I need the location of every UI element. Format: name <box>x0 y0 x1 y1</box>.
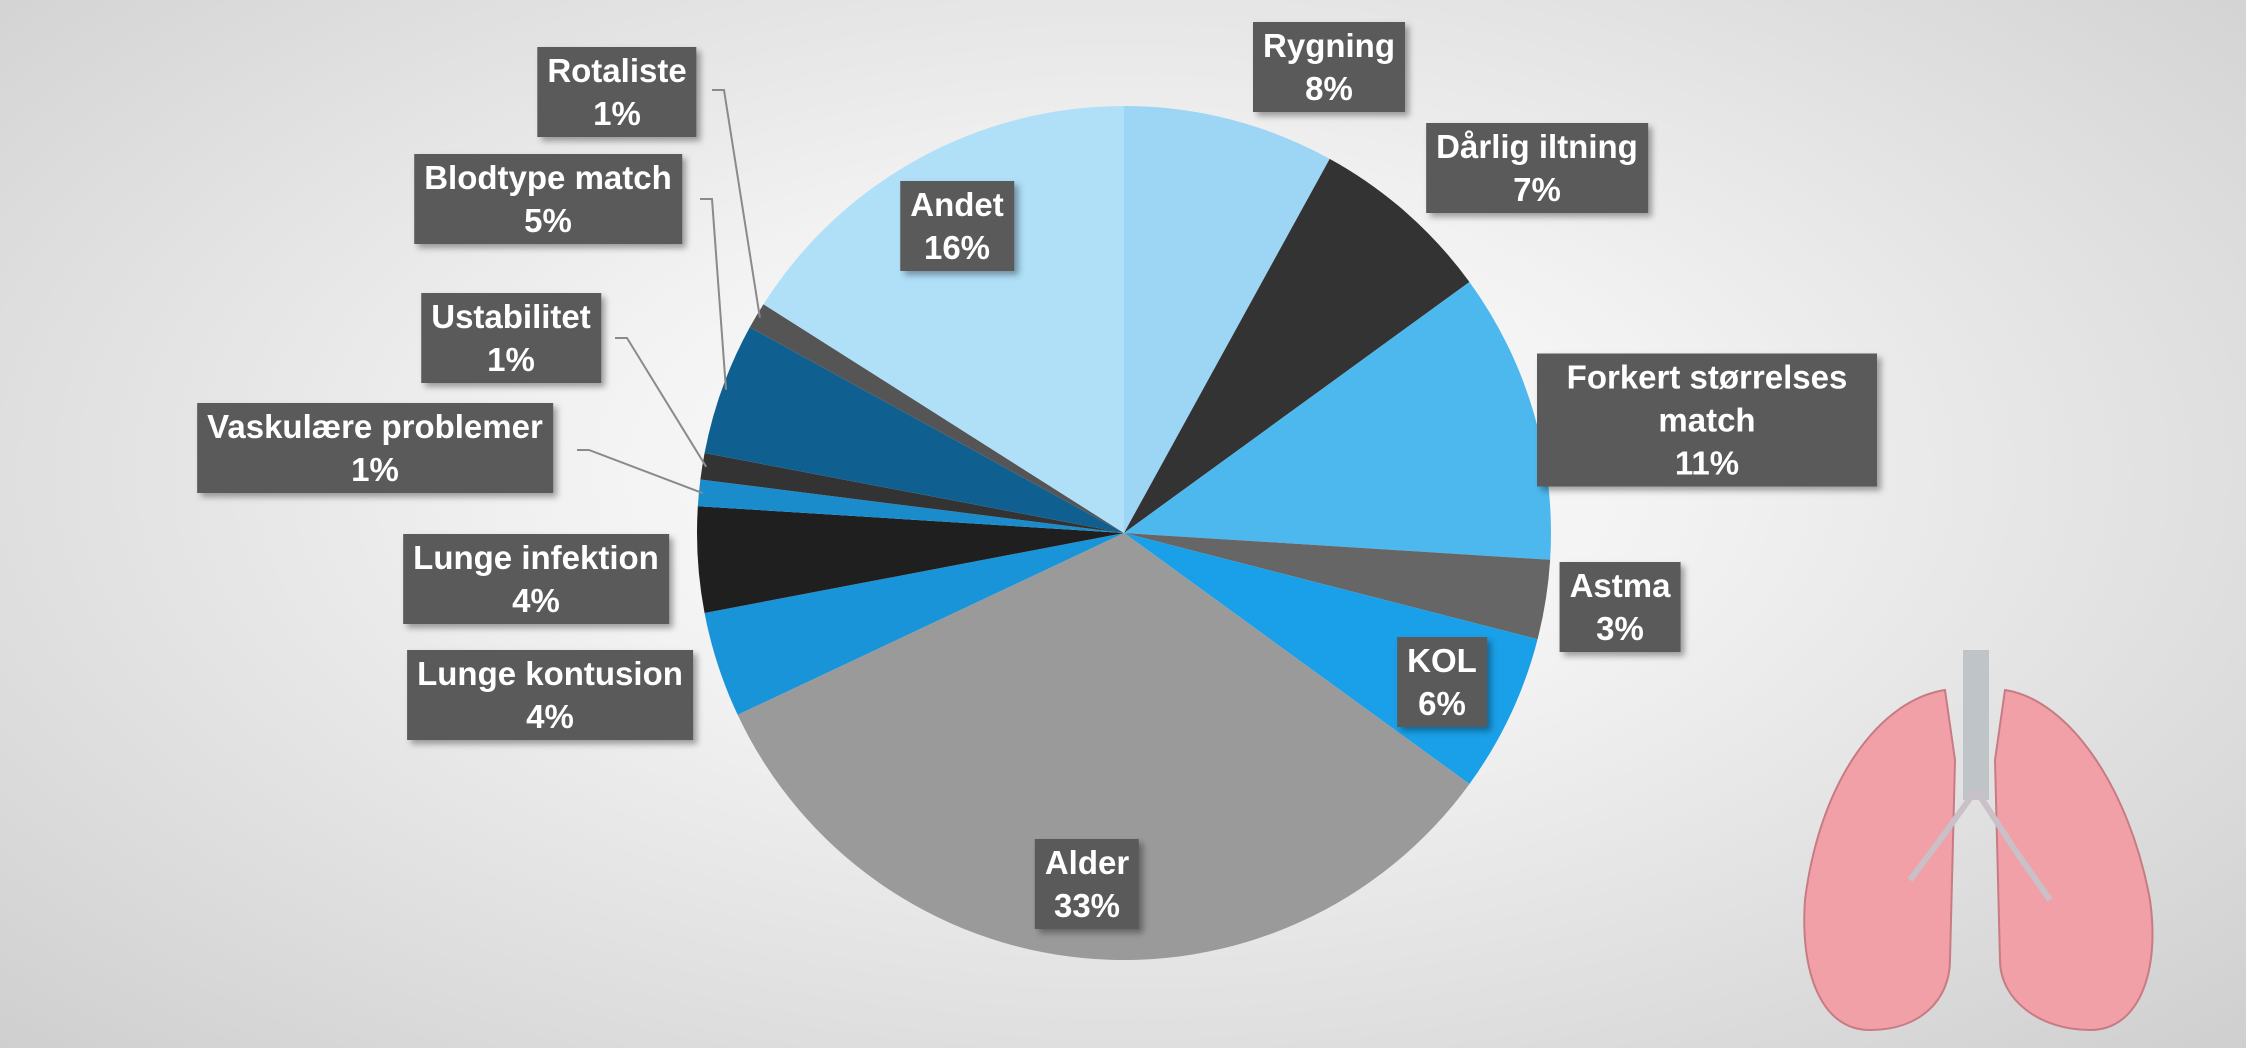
data-label: Rotaliste 1% <box>537 47 697 137</box>
data-label: Ustabilitet 1% <box>421 293 601 383</box>
category-label: Alder <box>1044 844 1130 881</box>
leader-line <box>712 89 761 318</box>
data-label: Andet 16% <box>900 181 1014 271</box>
value-label: 5% <box>524 202 572 239</box>
category-label: Ustabilitet <box>431 298 591 335</box>
leader-line <box>577 449 704 495</box>
value-label: 4% <box>526 698 574 735</box>
value-label: 16% <box>923 229 991 266</box>
leader-line <box>700 198 728 390</box>
pie-slice <box>704 533 1124 715</box>
data-label: KOL 6% <box>1397 637 1487 727</box>
value-label: 1% <box>351 451 399 488</box>
category-label: Blodtype match <box>424 159 672 196</box>
data-label: Vaskulære problemer 1% <box>197 403 553 493</box>
pie <box>697 106 1552 960</box>
pie-slice <box>1124 106 1330 533</box>
data-label: Forkert størrelses match 11% <box>1537 353 1877 487</box>
category-label: Forkert størrelses match <box>1566 358 1848 439</box>
pie-slice <box>704 327 1124 533</box>
value-label: 33% <box>1053 887 1121 924</box>
value-label: 6% <box>1418 685 1466 722</box>
data-label: Astma 3% <box>1559 562 1681 652</box>
value-label: 1% <box>593 95 641 132</box>
data-label: Lunge infektion 4% <box>403 534 669 624</box>
pie-slice <box>749 304 1124 533</box>
category-label: Dårlig iltning <box>1436 128 1638 165</box>
pie-slice <box>1124 533 1551 640</box>
pie-slice <box>1124 282 1552 560</box>
category-label: Vaskulære problemer <box>207 408 543 445</box>
category-label: KOL <box>1407 642 1477 679</box>
pie-slice <box>697 506 1124 614</box>
data-label: Alder 33% <box>1034 839 1140 929</box>
lung-illustration <box>1803 650 2154 1032</box>
value-label: 3% <box>1596 610 1644 647</box>
category-label: Rotaliste <box>547 52 687 89</box>
category-label: Lunge infektion <box>413 539 659 576</box>
value-label: 8% <box>1305 70 1353 107</box>
category-label: Andet <box>910 186 1004 223</box>
category-label: Lunge kontusion <box>417 655 683 692</box>
value-label: 4% <box>512 582 560 619</box>
data-label: Blodtype match 5% <box>414 154 682 244</box>
value-label: 1% <box>487 341 535 378</box>
pie-slice <box>763 106 1124 533</box>
data-label: Rygning 8% <box>1253 22 1405 112</box>
pie-slice <box>700 452 1124 533</box>
data-label: Lunge kontusion 4% <box>407 650 693 740</box>
data-label: Dårlig iltning 7% <box>1426 123 1648 213</box>
pie-slice <box>1124 158 1470 533</box>
category-label: Rygning <box>1263 27 1395 64</box>
value-label: 7% <box>1513 171 1561 208</box>
category-label: Astma <box>1569 567 1671 604</box>
value-label: 11% <box>1674 444 1740 482</box>
pie-slice <box>737 533 1470 960</box>
pie-slice <box>697 479 1124 533</box>
leader-line <box>615 337 708 468</box>
